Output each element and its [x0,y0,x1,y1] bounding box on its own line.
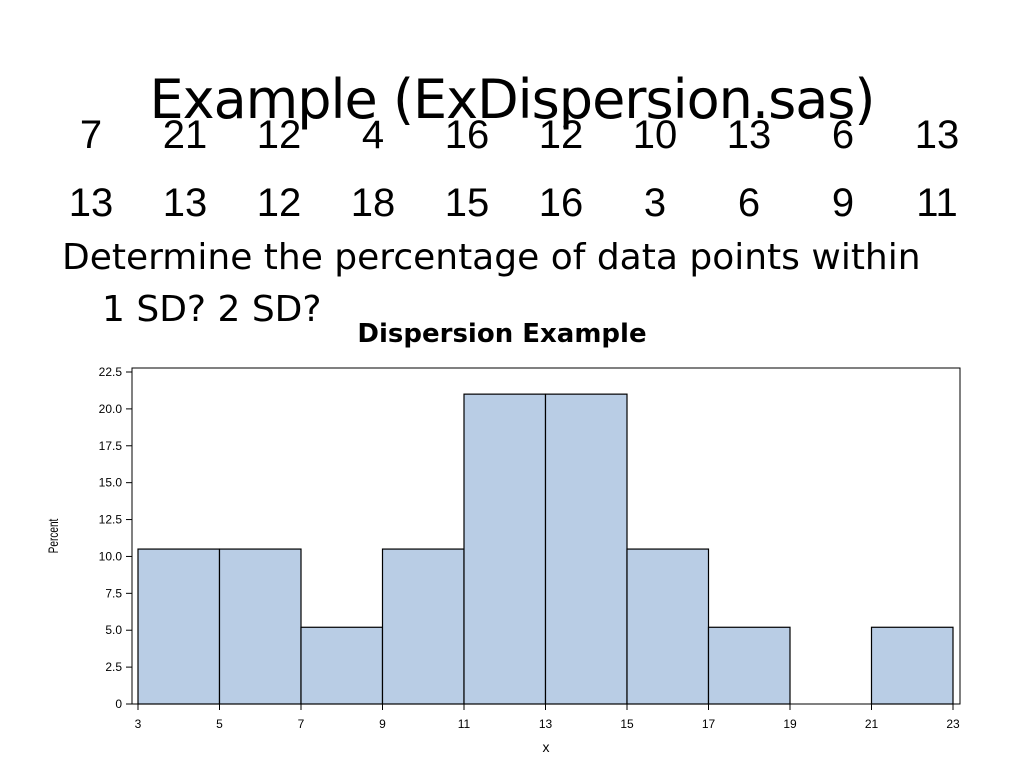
x-tick-label: 19 [783,717,797,731]
histogram-bar [300,626,384,705]
data-value: 13 [68,181,114,225]
question-line-1: Determine the percentage of data points … [62,237,921,278]
data-row-1: 7 21 12 4 16 12 10 13 6 13 [44,110,984,160]
y-tick-label: 10.0 [99,549,123,563]
plot-frame [131,367,961,705]
histogram-bar [707,626,791,705]
data-value: 10 [632,113,678,157]
histogram-bar [626,548,710,705]
slide-title: Example (ExDispersion.sas) [149,68,876,132]
y-tick-label: 22.5 [99,365,123,379]
data-value: 7 [79,113,103,157]
data-value: 3 [643,181,667,225]
data-value: 16 [538,181,584,225]
y-tick-label: 17.5 [99,439,123,453]
question-text: Determine the percentage of data points … [62,232,962,336]
y-axis-label: Percent [45,518,61,553]
data-value: 6 [831,113,855,157]
data-value: 13 [914,113,960,157]
x-tick-label: 5 [216,717,223,731]
x-tick-label: 13 [539,717,553,731]
y-tick-label: 15.0 [99,476,123,490]
x-tick-label: 11 [458,717,471,731]
data-value: 9 [831,181,855,225]
y-tick-label: 2.5 [105,660,122,674]
data-row-2: 13 13 12 18 15 16 3 6 9 11 [44,178,984,228]
y-tick-label: 7.5 [105,586,122,600]
data-value: 21 [162,113,208,157]
data-value: 13 [726,113,772,157]
x-axis-label: x [543,739,550,755]
x-tick-label: 23 [946,717,960,731]
data-value: 13 [162,181,208,225]
histogram-bar [381,548,465,705]
data-value: 4 [361,113,385,157]
y-tick-label: 12.5 [99,513,123,527]
histogram-bar [463,393,547,705]
histogram-bar [870,626,954,705]
y-tick-label: 5.0 [105,623,122,637]
x-tick-label: 21 [865,717,879,731]
data-value: 11 [916,181,958,225]
data-value: 6 [737,181,761,225]
x-tick-label: 17 [702,717,716,731]
histogram-bar [544,393,628,705]
data-value: 18 [350,181,396,225]
x-tick-label: 9 [379,717,386,731]
data-value: 16 [444,113,490,157]
question-line-2: 1 SD? 2 SD? [102,289,322,330]
x-tick-label: 15 [620,717,634,731]
data-value: 12 [256,181,302,225]
y-tick-label: 20.0 [99,402,123,416]
y-tick-label: 0 [115,697,122,711]
histogram-bar [218,548,302,705]
data-value: 15 [444,181,490,225]
data-value: 12 [538,113,584,157]
x-tick-label: 7 [298,717,305,731]
data-value: 12 [256,113,302,157]
histogram-bar [137,548,221,705]
x-tick-label: 3 [135,717,142,731]
